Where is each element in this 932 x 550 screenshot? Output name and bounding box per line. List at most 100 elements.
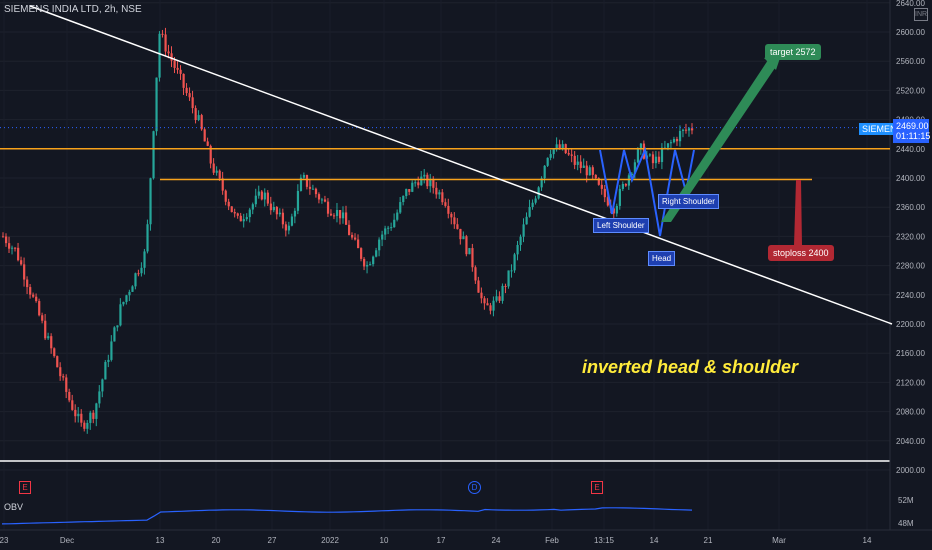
candle-body [447,205,450,214]
candle-body [624,183,628,186]
candle-body [227,201,230,207]
candle-body [299,177,303,191]
candle-body [119,304,122,326]
candle-body [320,199,324,201]
candle-body [137,273,140,275]
candle-body [26,279,29,288]
head-label[interactable]: Head [648,251,676,266]
trendline [29,5,893,325]
left-shoulder-label[interactable]: Left Shoulder [593,218,649,233]
candle-body [206,141,209,146]
stoploss-label[interactable]: stoploss 2400 [768,245,834,261]
candle-body [323,199,327,202]
candle-body [182,73,185,88]
candle-body [122,301,125,305]
candle-body [191,97,194,109]
earnings-badge[interactable]: E [591,481,603,494]
candle-body [630,173,634,176]
candle-body [317,194,321,200]
candle-body [474,267,477,281]
candle-body [405,189,408,196]
candle-body [107,359,110,362]
candle-body [528,206,531,217]
candle-body [14,247,17,249]
candle-body [570,154,573,156]
candle-body [438,192,441,195]
candle-body [525,216,528,225]
candle-body [5,236,8,244]
candle-body [384,228,387,235]
right-shoulder-label[interactable]: Right Shoulder [658,194,719,209]
candle-body [98,391,101,404]
candle-body [450,213,453,218]
candle-body [143,251,146,268]
candle-body [53,348,56,357]
price-tick-label: 2280.00 [896,262,925,271]
symbol-header: SIEMENS INDIA LTD, 2h, NSE [4,4,142,15]
candle-body [179,69,182,74]
candle-body [128,291,131,296]
candle-body [140,267,143,274]
candle-body [459,228,462,240]
candle-body [597,178,600,185]
candle-body [269,203,272,211]
candle-body [375,250,378,257]
candle-body [239,215,242,222]
candle-body [188,93,191,98]
candle-body [290,216,294,226]
obv-pane: 52M 48M [1,496,914,528]
candle-body [20,260,23,265]
candle-body [441,192,444,203]
target-label[interactable]: target 2572 [765,44,821,60]
obv-label: OBV [4,502,24,512]
candle-body [23,264,26,280]
candle-body [50,336,53,349]
candle-body [576,161,579,165]
price-tick-label: 2320.00 [896,232,925,241]
time-tick-label: 20 [212,536,221,545]
candle-body [486,303,489,306]
candle-body [263,192,266,200]
candle-body [197,115,200,121]
candle-body [86,422,89,429]
candle-body [627,175,631,186]
candle-body [519,236,522,245]
candle-body [648,154,652,156]
candle-body [35,296,38,302]
candle-body [636,148,640,163]
candle-body [660,147,664,163]
earnings-badge[interactable]: E [19,481,31,494]
candle-body [164,34,167,52]
price-tick-label: 2160.00 [896,349,925,358]
candle-body [348,224,351,235]
candle-body [363,258,366,267]
candle-body [585,165,588,176]
candle-body [305,175,309,187]
candle-body [2,236,5,238]
candle-body [465,236,468,255]
candle-body [591,167,594,175]
candle-body [218,170,221,179]
pattern-title[interactable]: inverted head & shoulder [582,357,799,377]
candle-body [669,142,673,144]
obv-tick-label: 48M [898,519,914,528]
candle-body [471,248,474,268]
candle-body [257,191,260,196]
candle-body [101,379,104,392]
dividend-badge[interactable]: D [468,481,481,494]
candle-body [92,412,95,419]
candle-body [68,391,71,401]
candle-body [399,202,402,213]
candle-body [287,225,291,231]
candle-body [414,182,417,184]
candle-body [549,154,552,158]
candle-body [104,361,107,380]
candle-body [152,131,155,179]
candle-body [633,162,637,174]
time-tick-label: 23 [0,536,9,545]
candle-body [176,67,179,70]
candle-body [420,176,423,186]
candle-body [543,165,546,179]
candle-body [110,341,113,360]
